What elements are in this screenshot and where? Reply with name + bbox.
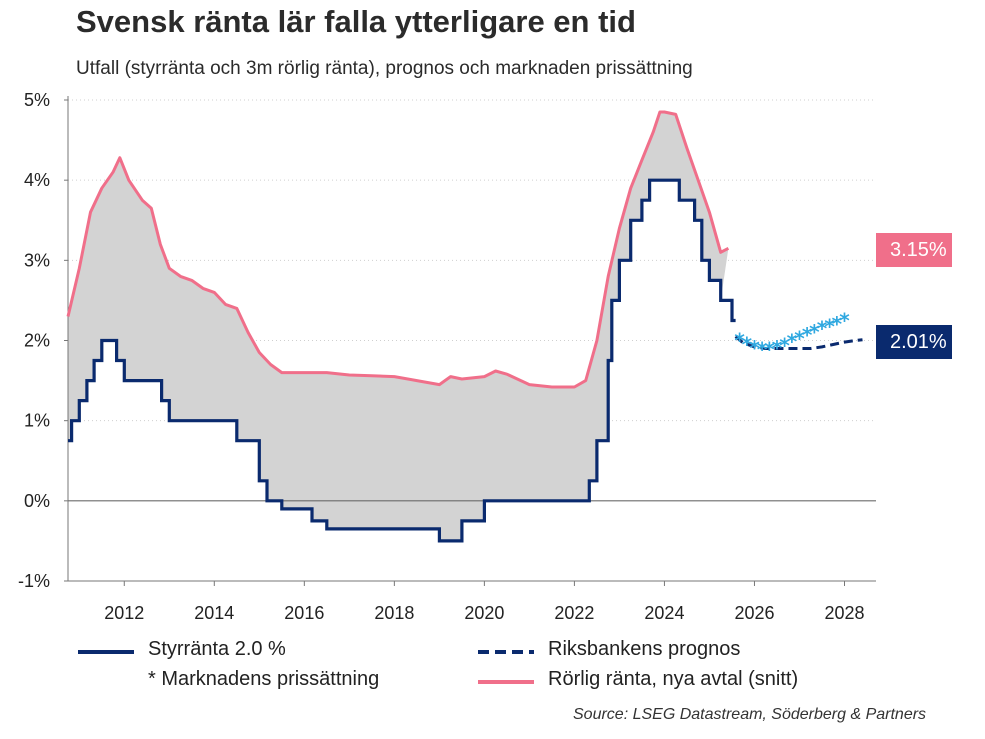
x-tick-label: 2020 <box>464 603 504 623</box>
policy-rate-end-label: 2.01% <box>876 325 952 359</box>
policy-rate-line <box>68 178 736 543</box>
shaded-area-group <box>68 112 729 541</box>
floating-rate-line <box>66 110 730 389</box>
y-tick-label: 1% <box>24 411 50 431</box>
market-pricing-point: * <box>734 329 745 353</box>
forecast-line <box>734 335 863 350</box>
x-tick-label: 2014 <box>194 603 234 623</box>
legend-label: * Marknadens prissättning <box>148 668 380 690</box>
x-tick-label: 2018 <box>374 603 414 623</box>
market-pricing-point: * <box>809 320 820 344</box>
market-pricing-point: * <box>817 317 828 341</box>
chart-subtitle: Utfall (styrränta och 3m rörlig ränta), … <box>76 58 693 79</box>
market-pricing-point: * <box>839 309 850 333</box>
legend-label: Rörlig ränta, nya avtal (snitt) <box>548 668 799 690</box>
legend-label: Riksbankens prognos <box>548 638 741 660</box>
x-tick-label: 2012 <box>104 603 144 623</box>
x-tick-label: 2028 <box>824 603 864 623</box>
market-pricing-point: * <box>824 314 835 338</box>
market-pricing-point: * <box>764 338 775 362</box>
floating-rate-end-label: 3.15% <box>876 233 952 267</box>
shaded-spread-area <box>68 112 729 541</box>
x-tick-label: 2024 <box>644 603 684 623</box>
legend-swatch-dashed-navy <box>478 650 534 654</box>
market-pricing-point: * <box>832 312 843 336</box>
series-group: *************** <box>66 110 863 543</box>
legend-label: Styrränta 2.0 % <box>148 638 286 660</box>
source-note: Source: LSEG Datastream, Söderberg & Par… <box>573 706 927 723</box>
x-tick-label: 2022 <box>554 603 594 623</box>
market-pricing-point: * <box>802 323 813 347</box>
legend-swatch-solid-pink <box>478 680 534 684</box>
market-pricing-point: * <box>787 330 798 354</box>
y-tick-label: 4% <box>24 170 50 190</box>
market-pricing-point: * <box>772 336 783 360</box>
tick-labels: 5% 4% 3% 2% 1% 0% -1% 2012 2014 2016 2018 2020 2022 2… <box>18 90 865 623</box>
y-tick-label: 0% <box>24 491 50 511</box>
y-tick-label: 5% <box>24 90 50 110</box>
chart-title: Svensk ränta lär falla ytterligare en ti… <box>76 4 636 39</box>
market-pricing-point: * <box>794 326 805 350</box>
market-pricing-point: * <box>742 333 753 357</box>
market-pricing-point: * <box>749 336 760 360</box>
market-pricing-point: * <box>757 338 768 362</box>
x-tick-label: 2026 <box>734 603 774 623</box>
y-tick-label: -1% <box>18 571 50 591</box>
axes <box>64 96 876 586</box>
market-pricing-point: * <box>779 334 790 358</box>
legend-swatch-solid-navy <box>78 650 134 654</box>
x-tick-label: 2016 <box>284 603 324 623</box>
y-tick-label: 3% <box>24 250 50 270</box>
y-tick-label: 2% <box>24 331 50 351</box>
